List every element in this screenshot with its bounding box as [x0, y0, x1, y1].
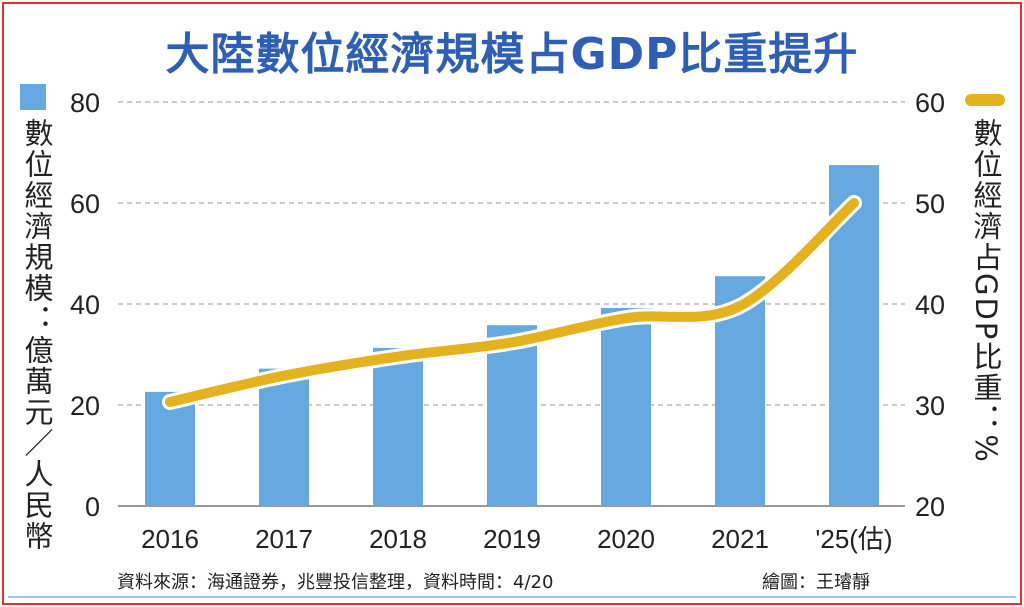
bar — [487, 325, 537, 506]
bar — [601, 308, 651, 506]
left-tick-label: 0 — [85, 492, 100, 522]
x-tick-label: '25(估) — [815, 524, 892, 554]
x-tick-label: 2018 — [369, 524, 427, 554]
footer-divider — [8, 596, 1016, 598]
bar — [259, 368, 309, 506]
x-tick-label: 2017 — [255, 524, 313, 554]
left-axis-label: 數位經濟規模：億萬元／人民幣 — [20, 118, 54, 552]
bar — [373, 347, 423, 506]
right-tick-label: 60 — [915, 88, 945, 118]
x-tick-label: 2020 — [597, 524, 655, 554]
bar — [145, 391, 195, 506]
credit-note: 繪圖：王璿靜 — [762, 572, 870, 593]
x-tick-label: 2019 — [483, 524, 541, 554]
legend-line-swatch — [965, 94, 1005, 106]
right-axis-label: 數位經濟占GDP比重：% — [969, 118, 1003, 464]
left-tick-label: 60 — [70, 189, 100, 219]
left-tick-label: 40 — [70, 290, 100, 320]
right-tick-label: 30 — [915, 391, 945, 421]
right-tick-label: 40 — [915, 290, 945, 320]
right-tick-label: 20 — [915, 492, 945, 522]
chart-title: 大陸數位經濟規模占GDP比重提升 — [165, 29, 859, 80]
source-note: 資料來源：海通證券，兆豐投信整理，資料時間：4/20 — [117, 572, 554, 593]
left-tick-label: 20 — [70, 391, 100, 421]
x-tick-label: 2021 — [711, 524, 769, 554]
left-tick-label: 80 — [70, 88, 100, 118]
right-tick-label: 50 — [915, 189, 945, 219]
legend-bar-swatch — [20, 84, 46, 110]
x-tick-label: 2016 — [141, 524, 199, 554]
